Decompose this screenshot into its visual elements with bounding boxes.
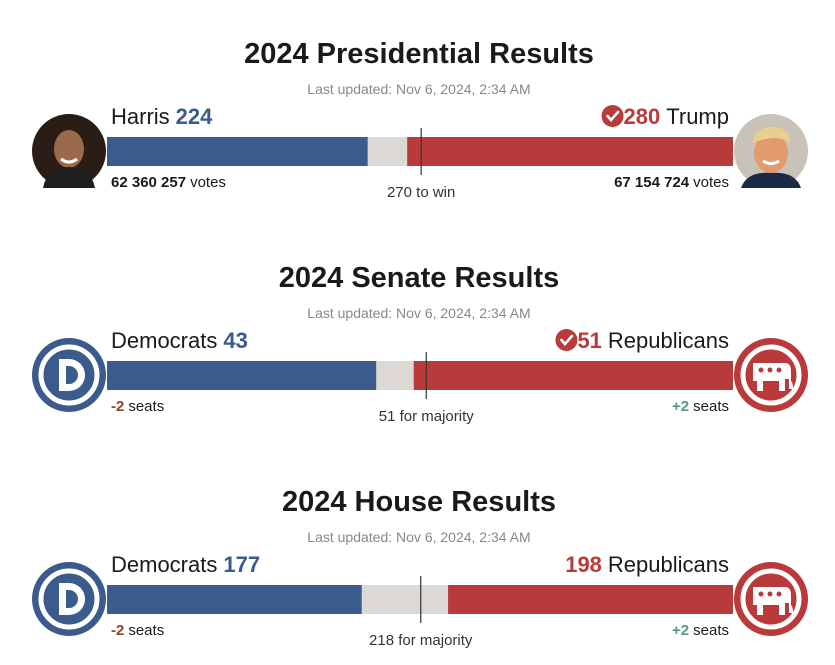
winner-check: [606, 110, 620, 122]
count: 51: [577, 328, 601, 353]
party-label: 280 Trump: [624, 104, 729, 129]
detail-unit: votes: [190, 174, 226, 191]
section: 2024 Senate Results Last updated: Nov 6, …: [32, 262, 808, 425]
detail-unit: seats: [128, 398, 164, 415]
party-logo: [734, 562, 808, 636]
section-title: 2024 Senate Results: [279, 262, 559, 294]
candidate-photo: [732, 112, 810, 190]
name: Republicans: [608, 552, 729, 577]
threshold-label: 218 for majority: [369, 632, 473, 649]
party-label: Harris 224: [111, 104, 213, 129]
detail-unit: seats: [693, 622, 729, 639]
name: Democrats: [111, 552, 217, 577]
count: 177: [223, 552, 260, 577]
section-title: 2024 Presidential Results: [244, 38, 594, 70]
section-title: 2024 House Results: [282, 486, 556, 518]
threshold-label: 51 for majority: [379, 408, 475, 425]
detail-value: -2: [111, 398, 124, 415]
count: 280: [624, 104, 661, 129]
party-logo: [734, 338, 808, 412]
detail: -2 seats: [111, 622, 164, 639]
bar: [107, 137, 368, 166]
detail: -2 seats: [111, 398, 164, 415]
party-label: Democrats 177: [111, 552, 260, 577]
last-updated: Last updated: Nov 6, 2024, 2:34 AM: [307, 305, 530, 321]
detail: +2 seats: [672, 622, 729, 639]
name: Trump: [666, 104, 729, 129]
detail-value: +2: [672, 622, 689, 639]
bar: [407, 137, 733, 166]
party-logo: [32, 562, 106, 636]
bar: [107, 361, 377, 390]
count: 198: [565, 552, 602, 577]
count: 43: [223, 328, 247, 353]
winner-check: [601, 105, 624, 127]
last-updated: Last updated: Nov 6, 2024, 2:34 AM: [307, 81, 530, 97]
detail: 67 154 724 votes: [614, 174, 729, 191]
bar: [413, 361, 733, 390]
detail: 62 360 257 votes: [111, 174, 226, 191]
winner-check: [560, 334, 574, 346]
bar: [107, 585, 362, 614]
detail-unit: seats: [693, 398, 729, 415]
name: Republicans: [608, 328, 729, 353]
section: 2024 Presidential Results Last updated: N…: [30, 38, 810, 201]
party-logo: [32, 338, 106, 412]
detail: +2 seats: [672, 398, 729, 415]
last-updated: Last updated: Nov 6, 2024, 2:34 AM: [307, 529, 530, 545]
detail-value: 62 360 257: [111, 174, 186, 191]
winner-check: [555, 329, 578, 351]
bar: [448, 585, 733, 614]
candidate-photo: [30, 112, 108, 190]
party-label: 198 Republicans: [565, 552, 729, 577]
name: Harris: [111, 104, 170, 129]
detail-value: 67 154 724: [614, 174, 690, 191]
threshold-label: 270 to win: [387, 184, 455, 201]
detail-unit: seats: [128, 622, 164, 639]
section: 2024 House Results Last updated: Nov 6, 2…: [32, 486, 808, 649]
name: Democrats: [111, 328, 217, 353]
detail-value: -2: [111, 622, 124, 639]
party-label: Democrats 43: [111, 328, 248, 353]
party-label: 51 Republicans: [577, 328, 729, 353]
detail-value: +2: [672, 398, 689, 415]
count: 224: [176, 104, 213, 129]
detail-unit: votes: [693, 174, 729, 191]
